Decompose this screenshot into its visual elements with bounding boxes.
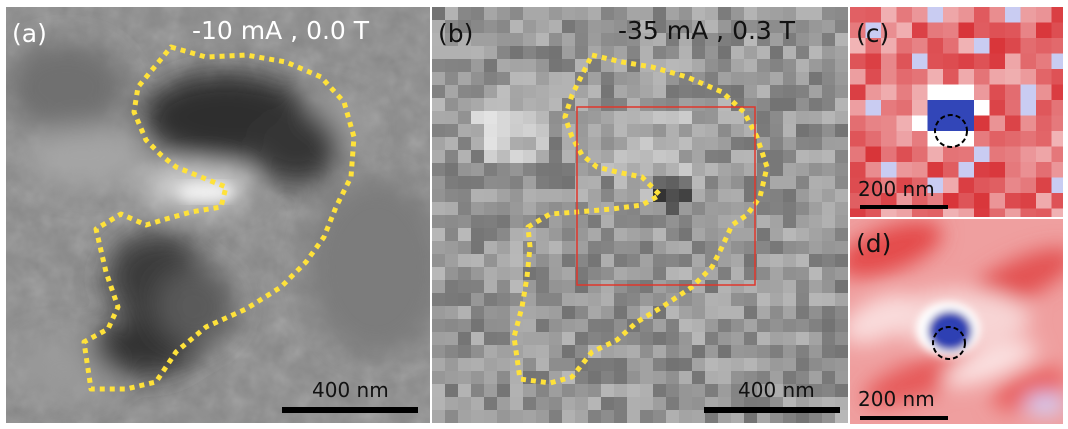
panel-b: (b) -35 mA , 0.3 T 400 nm (432, 7, 848, 423)
panel-c: (c) 200 nm (850, 7, 1063, 217)
panel-d-image (850, 219, 1063, 424)
panel-d: (d) 200 nm (850, 219, 1063, 424)
condition-label-a: -10 mA , 0.0 T (192, 16, 370, 45)
panel-label-d: (d) (856, 229, 892, 258)
scale-bar-c (860, 205, 948, 209)
scale-bar-d (860, 416, 948, 420)
domain-outline-b (511, 52, 770, 386)
panel-label-c: (c) (856, 19, 890, 48)
roi-box (576, 106, 756, 286)
panel-c-image (850, 7, 1063, 217)
scale-bar-label-b: 400 nm (738, 378, 815, 402)
panel-label-b: (b) (438, 19, 474, 48)
condition-label-b: -35 mA , 0.3 T (618, 16, 796, 45)
panel-b-image (432, 7, 848, 423)
scale-bar-label-d: 200 nm (858, 387, 935, 411)
marker-circle-c (934, 114, 968, 148)
panel-a-image (6, 7, 430, 423)
scale-bar-label-c: 200 nm (858, 177, 935, 201)
scale-bar-b (704, 407, 840, 413)
scale-bar-label-a: 400 nm (312, 378, 389, 402)
scale-bar-a (282, 407, 418, 413)
panel-a: (a) -10 mA , 0.0 T 400 nm (6, 7, 430, 423)
marker-circle-d (932, 326, 966, 360)
panel-label-a: (a) (12, 19, 47, 48)
